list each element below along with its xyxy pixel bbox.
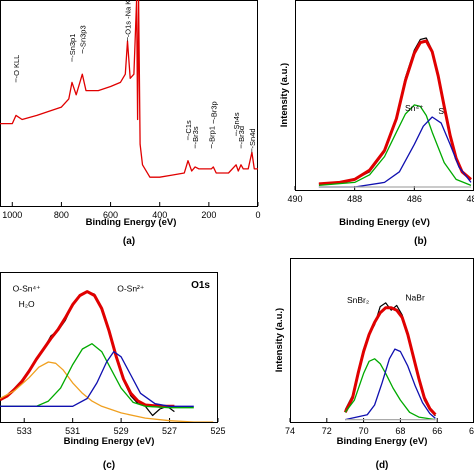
series-line-NaBr — [345, 348, 436, 421]
series-line-survey — [0, 0, 258, 178]
chart-panel-2: 533 531 529 527 525 Binding Energy (eV) (c) O1s… — [0, 272, 226, 471]
panel-label: (d) — [376, 460, 389, 471]
x-tick-label: 484 — [466, 194, 474, 204]
series-line-fit — [0, 290, 175, 408]
component-label: O-Sn⁴⁺ — [13, 284, 41, 294]
series-line-fit — [343, 306, 437, 416]
series-line-S — [318, 116, 472, 188]
x-axis-title: Binding Energy (eV) — [86, 217, 177, 228]
peak-label: -Br3s — [191, 126, 200, 144]
series-group — [318, 37, 472, 188]
x-axis-title: Binding Energy (eV) — [339, 217, 430, 228]
x-tick-label: 527 — [162, 426, 177, 436]
y-axis-title: Intensity (a.u.) — [279, 63, 290, 127]
plot-frame — [290, 258, 474, 423]
x-tick-label: 64 — [469, 426, 474, 436]
component-label: S — [438, 106, 444, 116]
x-tick-label: 525 — [210, 426, 225, 436]
chart-title: O1s — [191, 280, 210, 291]
component-label: H₂O — [19, 299, 35, 309]
x-axis-title: Binding Energy (eV) — [64, 436, 155, 447]
x-tick-label: 74 — [285, 426, 295, 436]
x-tick-label: 529 — [114, 426, 129, 436]
x-tick-label: 68 — [395, 426, 405, 436]
peak-label: -Sn4s — [232, 112, 241, 132]
series-group — [343, 302, 437, 421]
plot-frame — [0, 272, 218, 423]
x-tick-label: 800 — [54, 210, 69, 220]
plot-frame — [0, 0, 258, 207]
component-label: Sn⁴⁺ — [405, 103, 424, 113]
series-line-O-Sn⁴⁺ — [0, 343, 194, 409]
x-tick-label: 531 — [65, 426, 80, 436]
series-line-SnBr₂ — [344, 358, 436, 421]
series-line-fit — [318, 39, 472, 186]
series-line-raw — [318, 37, 472, 185]
plot-frame — [295, 0, 474, 191]
x-tick-label: 533 — [17, 426, 32, 436]
peak-label: -Sn4d — [248, 128, 257, 148]
series-line-Sn⁴⁺ — [318, 104, 472, 187]
peak-label: -Br3p — [209, 101, 218, 119]
x-axis-title: Binding Energy (eV) — [337, 436, 428, 447]
chart-panel-3: 74 72 70 68 66 64 Binding Energy (eV) (d) Intens… — [274, 258, 474, 471]
series-group: -O KLL-Sn3p1-Sn3p3-O1s -Na KLL1-Sn3d3-Sn… — [0, 0, 258, 178]
component-label: NaBr — [405, 293, 425, 303]
component-label: SnBr₂ — [347, 295, 369, 305]
x-tick-label: 486 — [407, 194, 422, 204]
x-tick-label: 200 — [201, 210, 216, 220]
y-axis-title: Intensity (a.u.) — [274, 308, 285, 372]
series-group — [0, 290, 214, 422]
panel-label: (b) — [414, 236, 427, 247]
x-tick-label: 72 — [322, 426, 332, 436]
peak-label: -C1s — [184, 120, 193, 136]
peak-label: -O1s -Na KLL1 — [124, 0, 133, 37]
panel-label: (a) — [123, 236, 135, 247]
x-tick-label: 66 — [432, 426, 442, 436]
x-tick-label: 0 — [255, 210, 260, 220]
peak-label: -O KLL — [12, 55, 21, 79]
panel-label: (c) — [103, 460, 115, 471]
x-tick-label: 400 — [152, 210, 167, 220]
series-line-H₂O — [0, 361, 214, 422]
x-tick-label: 490 — [287, 194, 302, 204]
x-tick-label: 1000 — [2, 210, 22, 220]
x-tick-label: 488 — [347, 194, 362, 204]
component-label: O-Sn²⁺ — [117, 284, 145, 294]
chart-panel-1: 490 488 486 484 Binding Energy (eV) (b) Intens… — [279, 0, 474, 247]
peak-label: -Brp1 — [207, 126, 216, 144]
peak-label: -Br3d — [237, 126, 246, 144]
peak-label: -Sn3p3 — [78, 25, 87, 49]
x-tick-label: 600 — [103, 210, 118, 220]
series-line-raw — [344, 302, 436, 417]
x-tick-label: 70 — [359, 426, 369, 436]
peak-label: -Sn3p1 — [68, 34, 77, 58]
chart-panel-0: 1000 800 600 400 200 0 Binding Energy (eV) (a) -… — [0, 0, 261, 247]
series-line-O-Sn²⁺ — [0, 350, 194, 407]
